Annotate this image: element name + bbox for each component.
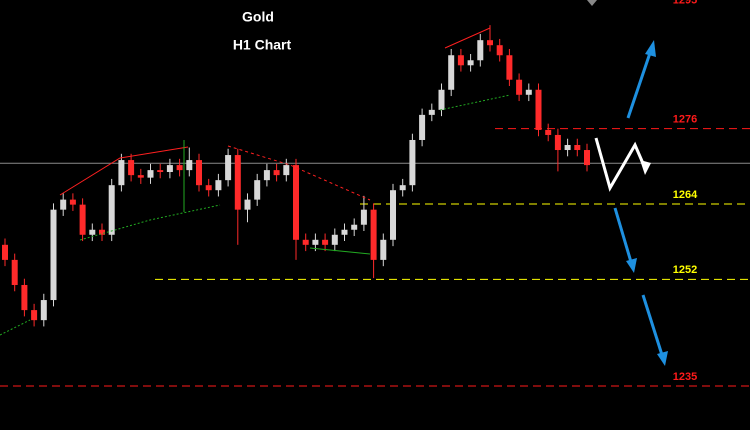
candle-body: [487, 40, 493, 46]
candle-body: [331, 234, 338, 245]
candle-body: [525, 89, 532, 95]
projection-arrow: [613, 207, 633, 263]
annotations: [0, 0, 668, 366]
candle-body: [390, 190, 396, 240]
projection-arrow: [641, 294, 664, 356]
candle-body: [564, 145, 571, 151]
candle-body: [341, 229, 348, 235]
candle-body: [244, 199, 251, 210]
candle-body: [467, 60, 474, 66]
candle-body: [89, 229, 96, 235]
candle-body: [574, 145, 581, 151]
level-label: 1276: [673, 114, 697, 126]
candle-body: [351, 224, 358, 230]
candle-body: [506, 55, 513, 80]
candle-body: [545, 129, 552, 135]
candle-body: [399, 185, 406, 191]
candle-body: [477, 40, 484, 61]
candle-body: [584, 150, 590, 166]
candle-body: [380, 239, 387, 260]
trend-line: [444, 27, 491, 49]
candle-body: [147, 170, 154, 178]
candle-body: [225, 155, 232, 181]
candle-body: [166, 165, 173, 172]
candle-body: [50, 209, 57, 301]
candle-body: [118, 160, 125, 186]
candle-body: [21, 284, 28, 311]
candle-body: [322, 239, 329, 245]
arrow-head: [626, 258, 637, 273]
candle-body: [312, 239, 319, 245]
candle-body: [31, 310, 38, 321]
candle-body: [79, 204, 86, 235]
candle-body: [360, 209, 367, 225]
candle-body: [370, 209, 377, 260]
candle-body: [496, 45, 503, 56]
candle-body: [535, 89, 542, 130]
level-label: 1295: [673, 0, 697, 6]
level-label: 1235: [673, 371, 697, 383]
arrow-head: [657, 351, 668, 366]
trend-line: [0, 319, 31, 336]
candle-body: [128, 160, 135, 176]
candle-body: [196, 160, 202, 186]
candle-body: [293, 165, 299, 240]
candle-body: [186, 160, 193, 171]
chart-title: Gold: [242, 9, 274, 25]
chart-subtitle: H1 Chart: [233, 37, 292, 53]
candle-body: [176, 165, 183, 171]
candle-body: [40, 300, 47, 321]
candle-body: [438, 89, 445, 110]
level-label: 1252: [673, 264, 697, 276]
candle-body: [60, 199, 67, 210]
arrow-head: [645, 40, 656, 57]
candle-body: [157, 170, 164, 172]
candle-body: [108, 185, 115, 235]
projection-zigzag: [594, 137, 647, 192]
candle-body: [409, 139, 416, 186]
level-label: 1264: [673, 189, 698, 201]
projection-arrow: [626, 49, 653, 119]
candle-body: [137, 175, 144, 178]
candle-body: [516, 79, 523, 95]
candle-body: [99, 229, 105, 235]
candle-body: [254, 180, 261, 200]
candle-body: [302, 239, 309, 245]
trend-line: [79, 204, 221, 241]
arrow-head: [640, 160, 651, 175]
candle-body: [457, 55, 464, 66]
trend-line: [59, 146, 189, 196]
candle-body: [205, 185, 212, 191]
candle-body: [263, 170, 270, 181]
candle-body: [554, 134, 561, 151]
scroll-marker: [587, 0, 597, 6]
candle-body: [215, 180, 222, 191]
candle-body: [428, 109, 435, 115]
plot: 1295 1276 1264 1252 1235: [0, 0, 750, 387]
candle-body: [273, 170, 280, 176]
trend-line: [309, 247, 371, 255]
candle-body: [69, 199, 76, 205]
candle-body: [283, 165, 290, 176]
candle-body: [2, 244, 8, 260]
candle-body: [419, 114, 426, 140]
candle-body: [234, 155, 241, 210]
candle-body: [448, 55, 455, 90]
candle-body: [11, 259, 18, 285]
